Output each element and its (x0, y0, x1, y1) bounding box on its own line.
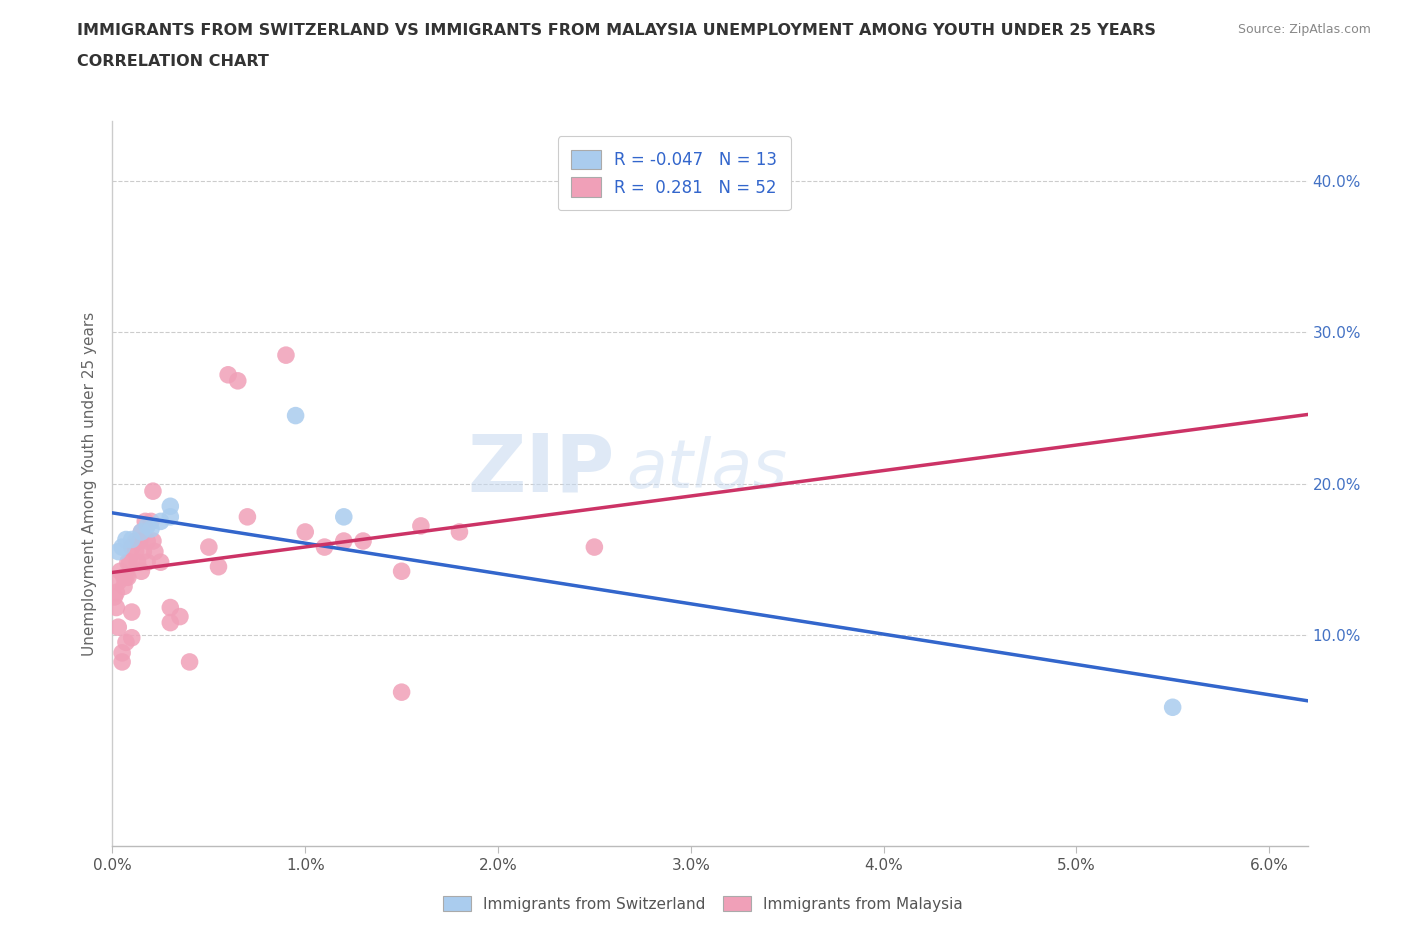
Point (449, 525, 471, 539)
Point (198, 539, 221, 554)
Point (118, 554, 141, 569)
Point (149, 554, 172, 569)
Point (391, 684, 413, 699)
Point (111, 655, 134, 670)
Point (333, 510, 356, 525)
Point (132, 544, 155, 559)
Point (333, 534, 356, 549)
Point (136, 519, 159, 534)
Point (314, 539, 336, 554)
Point (124, 534, 146, 549)
Point (115, 532, 138, 547)
Point (136, 554, 159, 569)
Legend: Immigrants from Switzerland, Immigrants from Malaysia: Immigrants from Switzerland, Immigrants … (437, 889, 969, 918)
Point (139, 514, 162, 529)
Point (159, 510, 181, 525)
Point (226, 373, 249, 388)
Point (107, 575, 129, 590)
Y-axis label: Unemployment Among Youth under 25 years: Unemployment Among Youth under 25 years (82, 312, 97, 656)
Point (107, 544, 129, 559)
Point (121, 532, 143, 547)
Point (112, 578, 135, 593)
Point (294, 525, 316, 539)
Point (179, 655, 201, 670)
Point (131, 564, 153, 578)
Point (207, 559, 229, 574)
Point (583, 539, 606, 554)
Text: atlas: atlas (627, 436, 787, 502)
Point (117, 554, 139, 569)
Text: Source: ZipAtlas.com: Source: ZipAtlas.com (1237, 23, 1371, 36)
Point (391, 564, 413, 578)
Point (124, 544, 146, 559)
Legend: R = -0.047   N = 13, R =  0.281   N = 52: R = -0.047 N = 13, R = 0.281 N = 52 (558, 137, 790, 210)
Point (134, 514, 156, 529)
Text: IMMIGRANTS FROM SWITZERLAND VS IMMIGRANTS FROM MALAYSIA UNEMPLOYMENT AMONG YOUTH: IMMIGRANTS FROM SWITZERLAND VS IMMIGRANT… (77, 23, 1156, 38)
Point (111, 645, 134, 660)
Point (136, 534, 159, 549)
Point (108, 564, 131, 578)
Point (115, 635, 138, 650)
Point (169, 609, 191, 624)
Point (105, 585, 128, 600)
Point (117, 570, 139, 585)
Point (143, 544, 166, 559)
Point (139, 522, 162, 537)
Point (103, 590, 125, 604)
Text: ZIP: ZIP (467, 430, 614, 508)
Point (131, 525, 153, 539)
Point (1161, 700, 1184, 715)
Text: CORRELATION CHART: CORRELATION CHART (77, 54, 269, 69)
Point (121, 539, 143, 554)
Point (131, 525, 153, 539)
Point (107, 619, 129, 634)
Point (274, 348, 297, 363)
Point (127, 554, 149, 569)
Point (112, 570, 135, 585)
Point (121, 631, 143, 645)
Point (111, 539, 134, 554)
Point (159, 600, 181, 615)
Point (149, 514, 172, 529)
Point (236, 510, 259, 525)
Point (128, 534, 150, 549)
Point (159, 616, 181, 631)
Point (142, 534, 165, 549)
Point (217, 367, 239, 382)
Point (352, 534, 374, 549)
Point (105, 600, 128, 615)
Point (142, 484, 165, 498)
Point (115, 570, 138, 585)
Point (159, 498, 181, 513)
Point (409, 519, 432, 534)
Point (284, 408, 307, 423)
Point (121, 604, 143, 619)
